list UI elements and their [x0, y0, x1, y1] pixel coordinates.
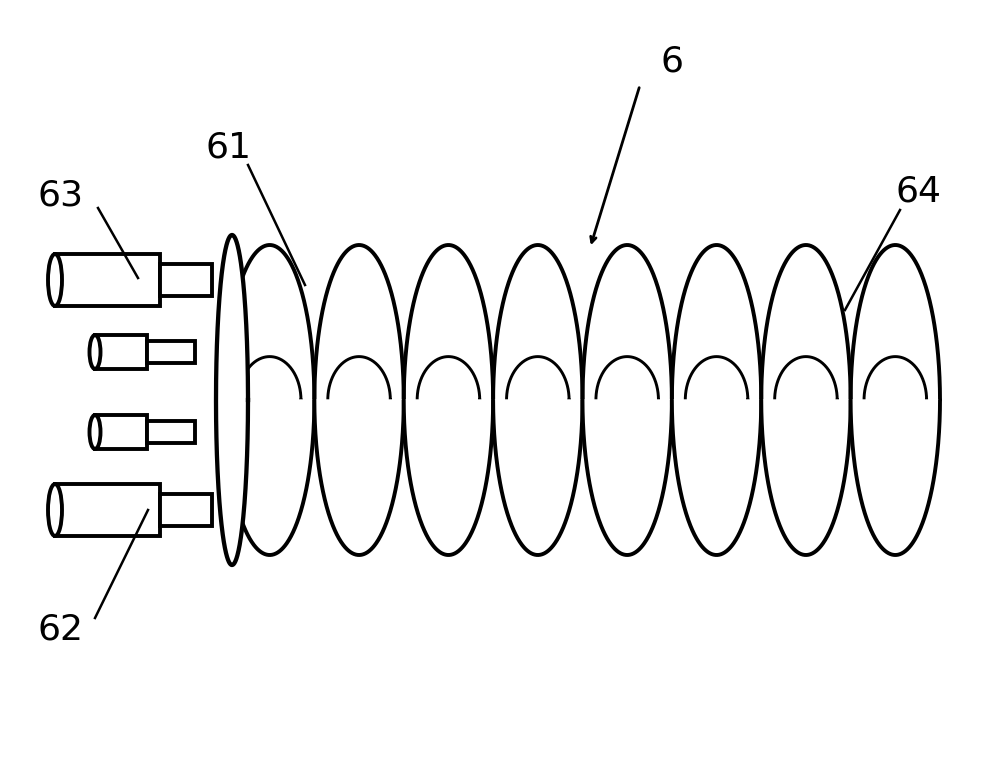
Polygon shape: [314, 400, 404, 555]
Polygon shape: [225, 400, 314, 555]
Polygon shape: [761, 400, 851, 555]
Bar: [160, 264, 212, 296]
Polygon shape: [582, 400, 672, 555]
Bar: [95, 335, 147, 369]
Text: 64: 64: [895, 175, 941, 209]
Bar: [160, 494, 212, 526]
Bar: [55, 484, 160, 536]
Ellipse shape: [48, 484, 62, 536]
Text: 62: 62: [37, 613, 83, 647]
Polygon shape: [417, 357, 480, 444]
Polygon shape: [864, 357, 927, 444]
Polygon shape: [328, 357, 390, 444]
Ellipse shape: [48, 254, 62, 306]
Ellipse shape: [90, 335, 100, 369]
Bar: [147, 421, 195, 443]
Text: 63: 63: [37, 178, 83, 212]
Polygon shape: [775, 357, 837, 444]
Polygon shape: [238, 357, 301, 444]
Bar: [95, 415, 147, 449]
Polygon shape: [851, 400, 940, 555]
Polygon shape: [507, 357, 569, 444]
Text: 6: 6: [660, 45, 684, 79]
Polygon shape: [493, 400, 582, 555]
Polygon shape: [596, 357, 658, 444]
Polygon shape: [216, 235, 248, 565]
Polygon shape: [685, 357, 748, 444]
Ellipse shape: [90, 415, 100, 449]
Polygon shape: [672, 400, 761, 555]
Text: 61: 61: [205, 131, 251, 165]
Bar: [147, 341, 195, 363]
Bar: [55, 254, 160, 306]
Polygon shape: [404, 400, 493, 555]
